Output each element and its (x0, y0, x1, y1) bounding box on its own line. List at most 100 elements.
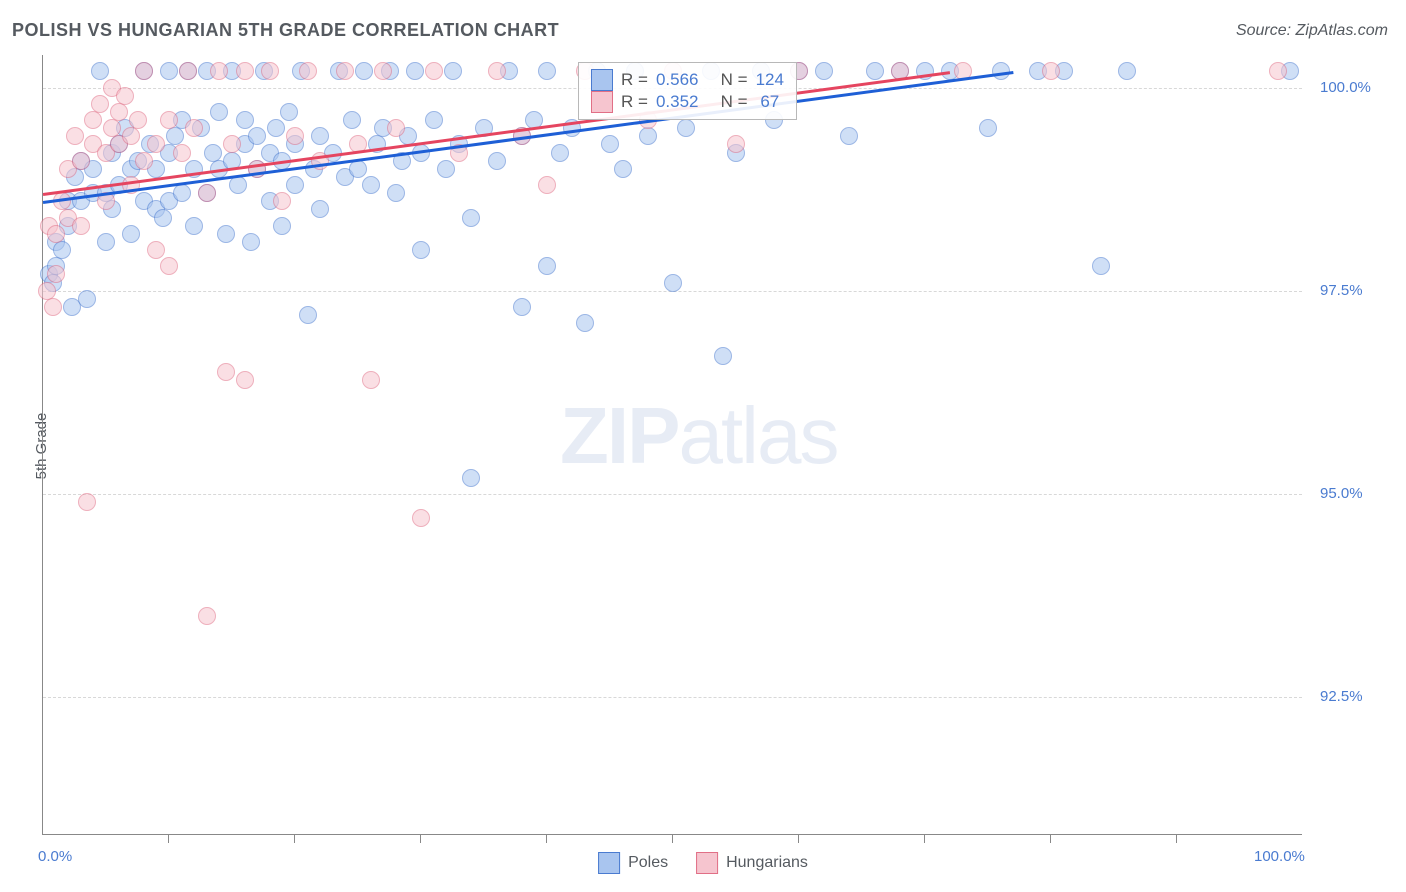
scatter-point (242, 233, 260, 251)
scatter-point (210, 62, 228, 80)
r-value: 0.566 (656, 70, 699, 90)
gridline (43, 697, 1302, 698)
n-label: N = (706, 70, 747, 90)
scatter-point (248, 127, 266, 145)
scatter-point (538, 257, 556, 275)
n-label: N = (706, 92, 747, 112)
trend-line (43, 71, 1014, 203)
x-tick (420, 835, 421, 843)
n-value: 124 (756, 70, 784, 90)
scatter-point (677, 119, 695, 137)
scatter-point (1269, 62, 1287, 80)
scatter-point (267, 119, 285, 137)
scatter-point (286, 176, 304, 194)
y-tick-label: 100.0% (1320, 79, 1371, 96)
legend-swatch (598, 852, 620, 874)
scatter-point (343, 111, 361, 129)
chart-title: POLISH VS HUNGARIAN 5TH GRADE CORRELATIO… (12, 20, 559, 41)
scatter-point (349, 160, 367, 178)
scatter-point (601, 135, 619, 153)
scatter-point (273, 192, 291, 210)
scatter-point (47, 265, 65, 283)
scatter-point (129, 111, 147, 129)
scatter-point (47, 225, 65, 243)
r-label: R = (621, 92, 648, 112)
scatter-point (179, 62, 197, 80)
scatter-point (53, 241, 71, 259)
x-tick (546, 835, 547, 843)
scatter-point (362, 176, 380, 194)
scatter-point (147, 135, 165, 153)
x-tick (798, 835, 799, 843)
x-tick-label: 100.0% (1254, 848, 1305, 865)
scatter-point (135, 152, 153, 170)
scatter-point (387, 184, 405, 202)
scatter-point (135, 62, 153, 80)
scatter-point (425, 111, 443, 129)
x-tick (924, 835, 925, 843)
scatter-point (727, 135, 745, 153)
scatter-point (78, 290, 96, 308)
scatter-point (160, 257, 178, 275)
scatter-point (217, 363, 235, 381)
scatter-point (362, 371, 380, 389)
scatter-point (614, 160, 632, 178)
scatter-point (185, 217, 203, 235)
legend-swatch (696, 852, 718, 874)
scatter-point (229, 176, 247, 194)
scatter-point (44, 298, 62, 316)
scatter-point (273, 217, 291, 235)
x-tick (672, 835, 673, 843)
plot-area (42, 55, 1302, 835)
scatter-point (412, 509, 430, 527)
scatter-point (217, 225, 235, 243)
scatter-point (1092, 257, 1110, 275)
scatter-point (815, 62, 833, 80)
legend-label: Poles (628, 854, 668, 872)
scatter-point (336, 62, 354, 80)
scatter-point (110, 103, 128, 121)
scatter-point (576, 314, 594, 332)
y-tick-label: 97.5% (1320, 282, 1363, 299)
scatter-point (78, 493, 96, 511)
scatter-point (280, 103, 298, 121)
scatter-point (299, 306, 317, 324)
y-tick-label: 95.0% (1320, 485, 1363, 502)
r-value: 0.352 (656, 92, 699, 112)
scatter-point (437, 160, 455, 178)
scatter-point (551, 144, 569, 162)
scatter-point (513, 298, 531, 316)
scatter-point (714, 347, 732, 365)
scatter-point (210, 103, 228, 121)
scatter-point (147, 241, 165, 259)
scatter-point (116, 87, 134, 105)
r-label: R = (621, 70, 648, 90)
scatter-point (299, 62, 317, 80)
scatter-point (97, 233, 115, 251)
scatter-point (91, 95, 109, 113)
scatter-point (122, 225, 140, 243)
x-tick-label: 0.0% (38, 848, 72, 865)
y-tick-label: 92.5% (1320, 688, 1363, 705)
scatter-point (236, 62, 254, 80)
scatter-point (488, 152, 506, 170)
scatter-point (866, 62, 884, 80)
scatter-point (66, 127, 84, 145)
scatter-point (412, 241, 430, 259)
scatter-point (462, 469, 480, 487)
n-value: 67 (756, 92, 780, 112)
scatter-point (198, 184, 216, 202)
scatter-point (160, 62, 178, 80)
x-tick (1176, 835, 1177, 843)
legend-label: Hungarians (726, 854, 808, 872)
scatter-point (444, 62, 462, 80)
series-swatch (591, 91, 613, 113)
gridline (43, 494, 1302, 495)
x-tick (294, 835, 295, 843)
stats-row: R = 0.566 N = 124 (591, 69, 784, 91)
scatter-point (261, 62, 279, 80)
scatter-point (173, 144, 191, 162)
stats-box: R = 0.566 N = 124 R = 0.352 N = 67 (578, 62, 797, 120)
x-tick (1050, 835, 1051, 843)
legend: Poles Hungarians (598, 852, 808, 874)
